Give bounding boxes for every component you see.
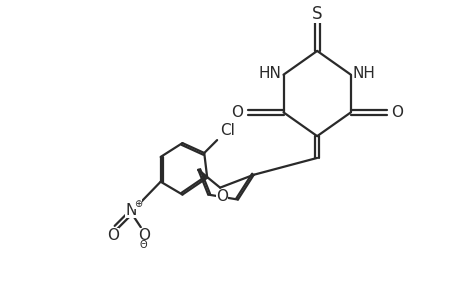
Text: NH: NH xyxy=(352,66,375,81)
Text: S: S xyxy=(311,5,322,23)
Text: O: O xyxy=(216,189,228,204)
Text: N: N xyxy=(125,203,136,218)
Text: ⊕: ⊕ xyxy=(134,200,142,209)
Text: O: O xyxy=(391,105,403,120)
Text: O: O xyxy=(138,228,150,243)
Text: Θ: Θ xyxy=(140,240,147,250)
Text: O: O xyxy=(230,105,242,120)
Text: Cl: Cl xyxy=(219,123,235,138)
Text: O: O xyxy=(107,228,119,243)
Text: HN: HN xyxy=(258,66,281,81)
